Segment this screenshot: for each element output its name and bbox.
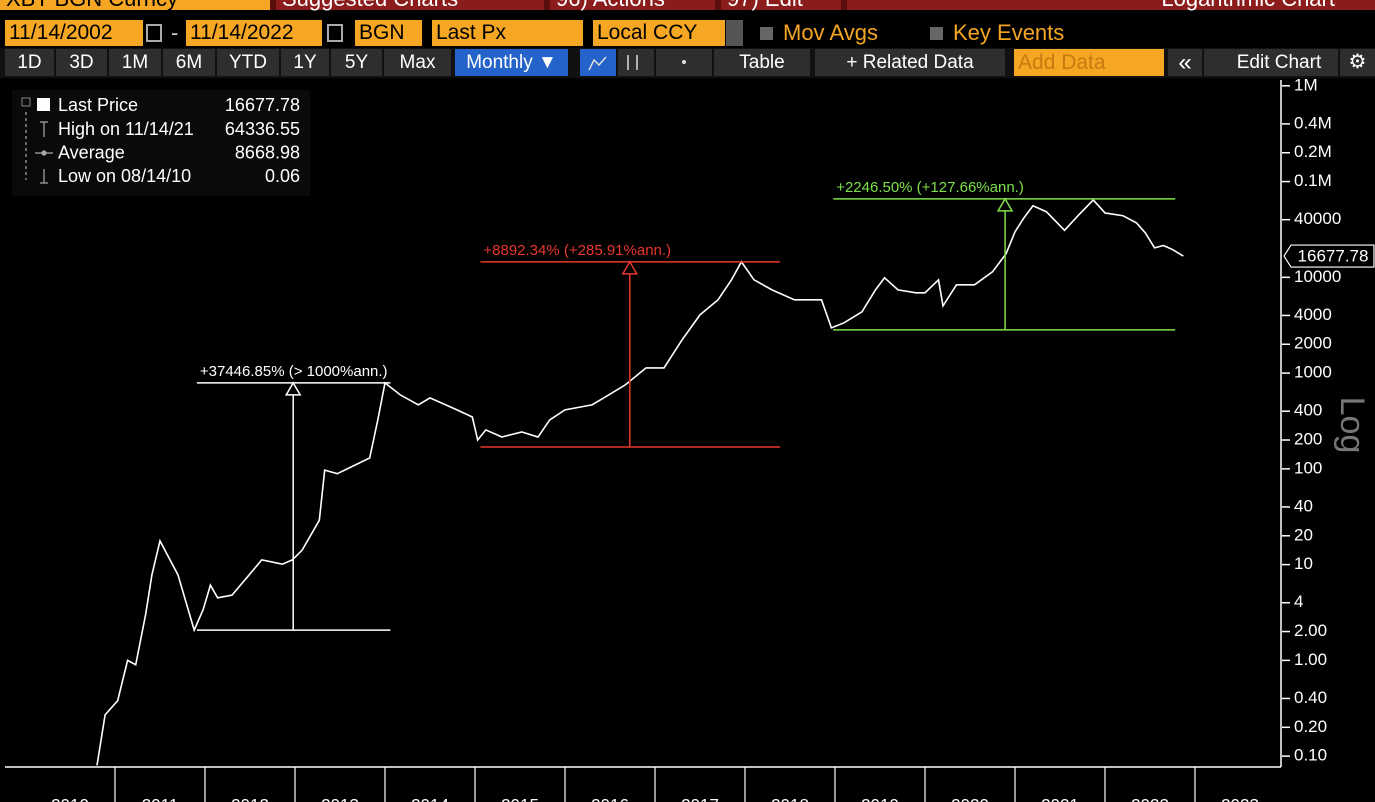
y-tick-label: 400 — [1294, 401, 1322, 420]
period-button[interactable]: 1D — [5, 49, 54, 76]
y-tick-label: 0.4M — [1294, 113, 1332, 132]
period-button[interactable]: Max — [384, 49, 451, 76]
field[interactable]: Last Px — [432, 20, 583, 46]
y-tick-label: 4000 — [1294, 305, 1332, 324]
last-price-label: 16677.78 — [1298, 247, 1369, 266]
start-date[interactable]: 11/14/2002 — [5, 20, 143, 46]
legend-icons — [25, 112, 53, 184]
key-events[interactable]: Key Events — [953, 20, 1065, 45]
bar-icon[interactable] — [618, 49, 654, 76]
x-tick-label: 2011 — [142, 795, 179, 802]
y-tick-label: 4 — [1294, 592, 1303, 611]
calendar-icon[interactable] — [146, 24, 162, 42]
line-icon[interactable] — [580, 49, 616, 76]
period-button[interactable]: 5Y — [331, 49, 382, 76]
y-tick-label: 2.00 — [1294, 621, 1327, 640]
y-tick-label: 0.40 — [1294, 688, 1327, 707]
ticker[interactable]: XBT BGN Curncy — [0, 0, 270, 10]
actions-menu[interactable]: 96) Actions — [550, 0, 715, 10]
legend-label: Last Price — [58, 95, 138, 115]
x-tick-label: 2012 — [231, 795, 269, 802]
date-separator: - — [171, 20, 179, 45]
x-tick-label: 2013 — [321, 795, 359, 802]
y-tick-label: 2000 — [1294, 334, 1332, 353]
legend-value: 64336.55 — [225, 119, 300, 139]
y-tick-label: 10 — [1294, 554, 1313, 573]
legend-label: Average — [58, 142, 125, 162]
y-tick-label: 1000 — [1294, 363, 1332, 382]
y-tick-label: 40 — [1294, 496, 1313, 515]
x-tick-label: 2019 — [861, 795, 899, 802]
currency[interactable]: Local CCY — [593, 20, 725, 46]
mov-avgs[interactable]: Mov Avgs — [783, 20, 878, 45]
annotation-label: +8892.34% (+285.91%ann.) — [483, 242, 671, 259]
period-button[interactable]: 6M — [163, 49, 215, 76]
x-tick-label: 2015 — [501, 795, 539, 802]
collapse[interactable]: « — [1168, 49, 1202, 76]
line-icon-glyph — [588, 56, 607, 71]
y-tick-label: 0.2M — [1294, 142, 1332, 161]
y-tick-label: 100 — [1294, 458, 1322, 477]
related-data[interactable]: + Related Data — [815, 49, 1005, 76]
period-button[interactable]: YTD — [217, 49, 279, 76]
legend-swatch — [37, 98, 50, 111]
y-tick-label: 10000 — [1294, 267, 1341, 286]
y-tick-label: 40000 — [1294, 209, 1341, 228]
edit-chart[interactable]: Edit Chart — [1204, 49, 1338, 76]
dot — [682, 60, 686, 64]
dropdown[interactable] — [726, 20, 743, 46]
annotation-label: +37446.85% (> 1000%ann.) — [200, 363, 388, 380]
y-tick-label: 1M — [1294, 75, 1318, 94]
period-button[interactable]: 1M — [109, 49, 161, 76]
legend-box — [12, 90, 310, 196]
x-tick-label: 2016 — [591, 795, 629, 802]
arrow-head — [621, 260, 639, 275]
last-price-box — [1283, 244, 1375, 268]
arrow-head — [996, 197, 1014, 212]
x-tick-label: 2023 — [1221, 795, 1259, 802]
annotation-label: +2246.50% (+127.66%ann.) — [836, 179, 1024, 196]
x-tick-label: 2017 — [681, 795, 719, 802]
frequency[interactable]: Monthly ▼ — [455, 49, 568, 76]
legend-label: High on 11/14/21 — [58, 119, 194, 139]
x-tick-label: 2021 — [1041, 795, 1079, 802]
price-line — [96, 198, 1184, 766]
checkbox[interactable] — [930, 27, 943, 40]
x-tick-label: 2018 — [771, 795, 809, 802]
y-tick-label: 0.20 — [1294, 717, 1327, 736]
x-tick-label: 2020 — [951, 795, 989, 802]
checkbox[interactable] — [760, 27, 773, 40]
edit-menu[interactable]: 97) Edit — [721, 0, 841, 10]
end-date[interactable]: 11/14/2022 — [186, 20, 322, 46]
y-tick-label: 0.1M — [1294, 171, 1332, 190]
suggested-charts[interactable]: Suggested Charts — [276, 0, 544, 10]
y-tick-label: 20 — [1294, 525, 1313, 544]
table-button[interactable]: Table — [714, 49, 810, 76]
y-tick-label: 0.10 — [1294, 746, 1327, 765]
legend-label: Low on 08/14/10 — [58, 166, 191, 186]
toolbar-icons — [588, 55, 638, 71]
x-tick-label: 2022 — [1131, 795, 1169, 802]
y-tick-label: 1.00 — [1294, 650, 1327, 669]
legend-value: 16677.78 — [225, 95, 300, 115]
source[interactable]: BGN — [355, 20, 422, 46]
period-button[interactable]: 3D — [56, 49, 107, 76]
x-tick-label: 2014 — [411, 795, 449, 802]
legend-value: 0.06 — [265, 166, 300, 186]
arrow-head — [284, 381, 302, 396]
y-axis-label: Log — [1333, 397, 1371, 454]
add-data[interactable]: Add Data — [1014, 49, 1164, 76]
legend-value: 8668.98 — [235, 142, 300, 162]
settings[interactable]: ⚙ — [1340, 49, 1375, 76]
period-button[interactable]: 1Y — [281, 49, 329, 76]
calendar-icon[interactable] — [327, 24, 343, 42]
legend-collapse[interactable] — [21, 97, 31, 107]
y-tick-label: 200 — [1294, 430, 1322, 449]
chart-name: Logarithmic Chart — [847, 0, 1375, 10]
